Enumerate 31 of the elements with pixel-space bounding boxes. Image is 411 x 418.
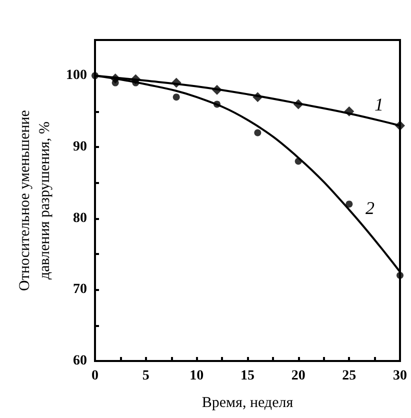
x-tick-label: 30 (393, 368, 407, 384)
y-tick-label: 80 (73, 210, 87, 226)
point (172, 94, 180, 101)
point (171, 78, 182, 88)
point (214, 100, 220, 108)
point (130, 74, 141, 84)
x-tick-label: 25 (342, 368, 356, 384)
point (254, 129, 262, 136)
x-tick-label: 5 (142, 368, 150, 384)
point (252, 92, 263, 102)
point (395, 120, 405, 131)
annotation: 2 (366, 198, 374, 218)
x-tick-label: 15 (240, 368, 254, 384)
point (344, 106, 354, 116)
y-tick-label: 90 (73, 140, 87, 154)
y-tick-label: 60 (73, 354, 87, 368)
point (293, 99, 304, 110)
point (294, 158, 302, 165)
annotation: 1 (374, 94, 384, 115)
x-tick-label: 10 (190, 368, 204, 384)
point (92, 72, 98, 80)
point (346, 200, 353, 208)
x-axis-title: Время, неделя (202, 395, 294, 411)
point (212, 84, 222, 95)
y-axis-title: Относительное уменьшение давления разрушения, % (17, 110, 53, 291)
y-tick-label: 100 (66, 68, 87, 84)
x-tick-label: 20 (291, 368, 306, 384)
y-tick-label: 70 (73, 282, 87, 298)
point (396, 272, 404, 279)
point (110, 74, 120, 84)
x-tick-label: 0 (92, 368, 98, 384)
